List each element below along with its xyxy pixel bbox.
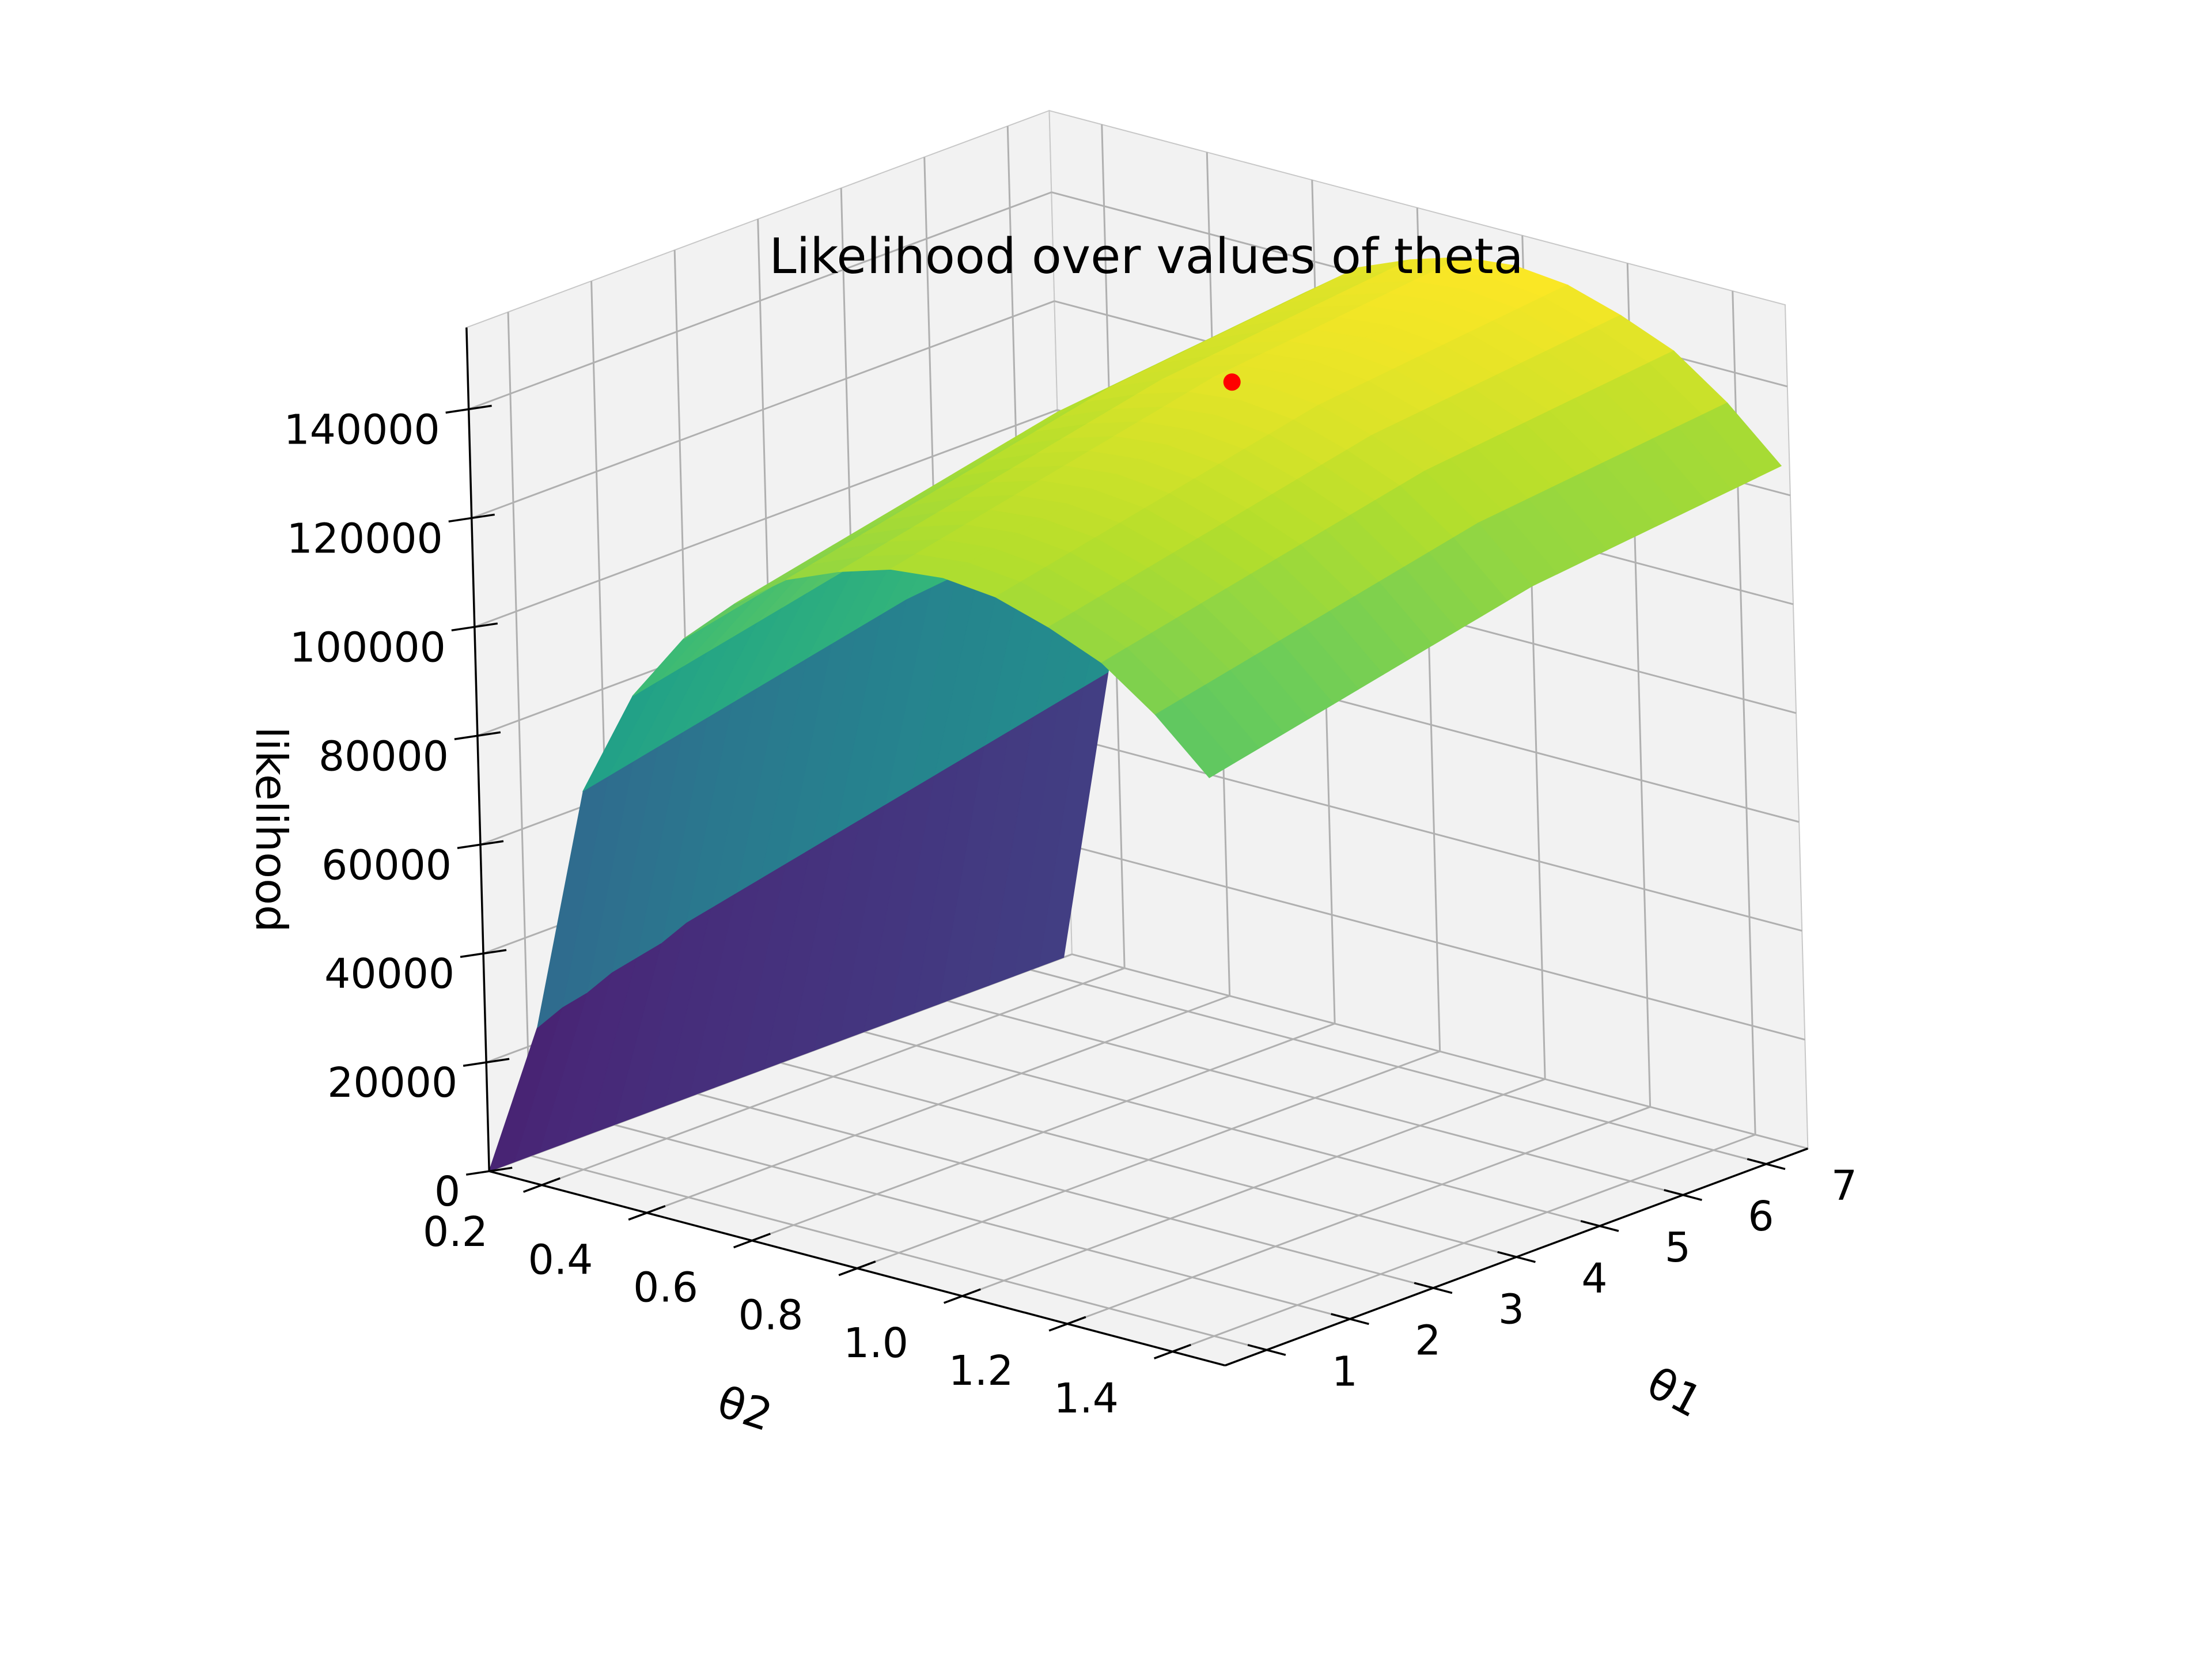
z-tick [465,1166,513,1176]
z-axis-line [465,327,490,1172]
grid-y-floor [541,967,1125,1186]
grid-z-wall-y [1069,844,1805,1041]
grid-z-wall-x [474,409,1058,628]
grid-y-floor [1067,1106,1651,1325]
y-tick-label: 1.0 [843,1319,908,1367]
y-tick [733,1233,771,1249]
x-axis-label: θ1 [1639,1357,1710,1427]
max-likelihood-point [1223,373,1241,391]
tick-marks [445,404,1786,1359]
y-tick [944,1288,981,1304]
grid-z-wall-x [468,191,1052,410]
x-tick-label: 6 [1748,1192,1774,1240]
y-tick-label: 0.6 [633,1263,698,1311]
grid-y-floor [751,1022,1335,1242]
grid-z-wall-x [471,300,1055,519]
x-tick-label: 4 [1581,1255,1607,1302]
z-tick-label: 0 [434,1168,460,1215]
z-tick-label: 140000 [284,406,440,453]
y-tick [522,1177,560,1193]
y-tick-label: 0.8 [738,1291,804,1339]
y-tick-label: 1.4 [1054,1374,1119,1422]
z-tick [457,840,504,849]
grid-z-wall-y [1071,953,1808,1150]
z-tick [463,1058,510,1067]
grid-y-floor [857,1050,1441,1270]
z-tick-label: 60000 [321,841,452,889]
z-tick [451,622,498,632]
z-tick-label: 120000 [287,514,443,562]
y-tick [628,1205,666,1221]
x-tick [1580,1219,1619,1232]
z-tick [460,949,507,958]
z-tick-label: 20000 [327,1059,457,1107]
grid-y-floor [1172,1134,1756,1353]
z-axis-label: likelihood [246,726,297,932]
grid-x-wall [507,312,532,1156]
x-tick-label: 7 [1831,1161,1857,1209]
x-tick [1664,1189,1702,1201]
tick-labels: 1 2 3 4 5 6 7 1.4 1.2 1.0 0.8 0.6 0.4 0.20 20000 40000 6… [284,406,1858,1422]
grid-y-floor [961,1078,1546,1297]
z-tick [448,513,495,523]
x-tick-label: 3 [1498,1286,1524,1334]
x-tick [1247,1344,1286,1356]
z-tick-label: 40000 [324,950,454,998]
likelihood-surface [488,257,1782,1172]
x-tick-label: 5 [1665,1224,1691,1271]
z-tick [454,731,501,741]
y-tick-label: 1.2 [949,1347,1014,1395]
z-tick-label: 80000 [319,732,449,780]
z-tick-label: 100000 [290,623,446,671]
y-axis-label: θ2 [711,1376,778,1441]
y-tick [838,1260,876,1277]
y-tick [1048,1316,1086,1332]
chart-title: Likelihood over values of theta [769,228,1523,285]
x-tick-label: 2 [1415,1316,1441,1364]
x-tick [1414,1282,1453,1294]
y-tick-label: 0.4 [528,1236,593,1283]
grid-z-wall-y [1066,736,1802,932]
x-tick [1497,1251,1536,1263]
y-tick-label: 0.2 [423,1208,488,1256]
surface-patch [1154,699,1235,778]
max-point-marker-layer [1223,373,1241,391]
y-tick [1154,1343,1191,1359]
x-tick [1331,1313,1369,1325]
grid-y-floor [646,995,1230,1214]
x-tick [1747,1158,1786,1171]
x-tick-label: 1 [1332,1347,1358,1395]
z-tick [445,404,492,414]
